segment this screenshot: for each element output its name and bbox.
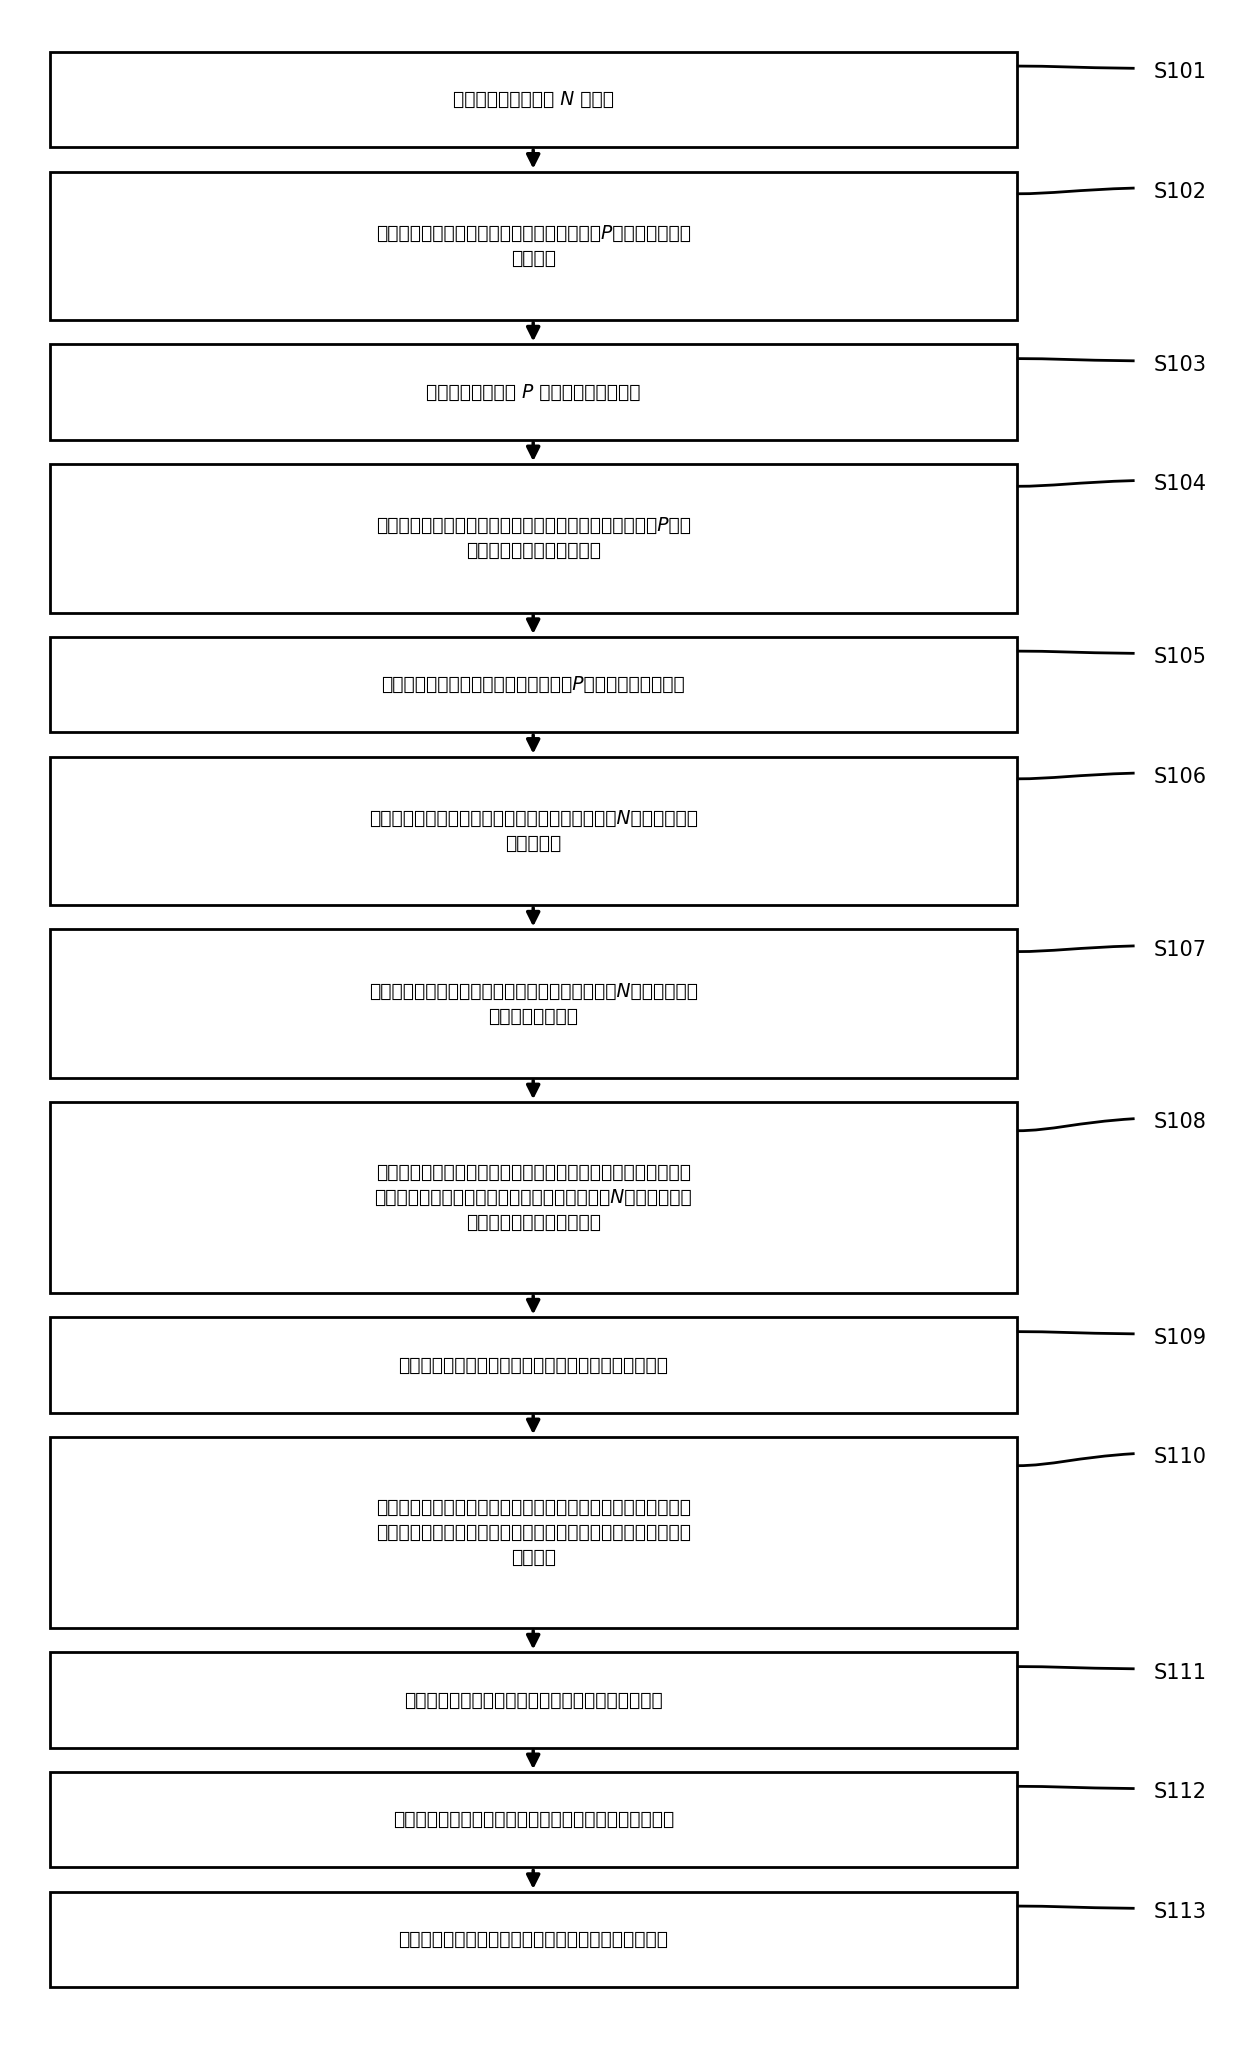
FancyBboxPatch shape bbox=[50, 1437, 1017, 1627]
Text: S108: S108 bbox=[1153, 1112, 1207, 1132]
Text: S109: S109 bbox=[1153, 1327, 1207, 1348]
FancyBboxPatch shape bbox=[50, 929, 1017, 1078]
Text: S102: S102 bbox=[1153, 182, 1207, 203]
FancyBboxPatch shape bbox=[50, 52, 1017, 147]
FancyBboxPatch shape bbox=[50, 464, 1017, 613]
FancyBboxPatch shape bbox=[50, 1892, 1017, 1987]
Text: 在所述硅片的背面绝缘层局部区域印刷第一蚀刻油墨，反应后经
过清洗去除印刷区域的第一透明导电膜层、第二N型非晶硅层、
第三本征非晶硅层、绝缘层: 在所述硅片的背面绝缘层局部区域印刷第一蚀刻油墨，反应后经 过清洗去除印刷区域的第… bbox=[374, 1163, 692, 1232]
Text: S106: S106 bbox=[1153, 766, 1207, 787]
FancyBboxPatch shape bbox=[50, 344, 1017, 439]
FancyBboxPatch shape bbox=[50, 756, 1017, 905]
Text: 在所述硅片的背面依次镀第一本征非晶硅层、P型非晶硅层、一
层绝缘层: 在所述硅片的背面依次镀第一本征非晶硅层、P型非晶硅层、一 层绝缘层 bbox=[376, 224, 691, 267]
FancyBboxPatch shape bbox=[50, 1101, 1017, 1294]
Text: 在所述硅片的背面依次镀第二透明导电膜层、铜种子层: 在所述硅片的背面依次镀第二透明导电膜层、铜种子层 bbox=[398, 1356, 668, 1374]
Text: 在所述硅片的背面栅线图案区域电镀铜，形成铜栅线电极: 在所述硅片的背面栅线图案区域电镀铜，形成铜栅线电极 bbox=[393, 1811, 673, 1830]
FancyBboxPatch shape bbox=[50, 638, 1017, 733]
Text: S113: S113 bbox=[1153, 1902, 1207, 1923]
Text: 在所述硅片的背面 P 区印刷一层保护油墨: 在所述硅片的背面 P 区印刷一层保护油墨 bbox=[427, 383, 640, 402]
Text: 在所述硅片的正面依次镀第二本征非晶硅层、第一N型非晶硅层、
一层增透层: 在所述硅片的正面依次镀第二本征非晶硅层、第一N型非晶硅层、 一层增透层 bbox=[368, 809, 698, 853]
Text: S103: S103 bbox=[1153, 354, 1207, 375]
Text: 提供抛光清洗干净的 N 型硅片: 提供抛光清洗干净的 N 型硅片 bbox=[453, 89, 614, 110]
Text: 经过腐蚀溶液腐蚀，腐蚀去除保护油墨区域外的绝缘层、P型非
晶硅层、第一本征非晶硅层: 经过腐蚀溶液腐蚀，腐蚀去除保护油墨区域外的绝缘层、P型非 晶硅层、第一本征非晶硅… bbox=[376, 515, 691, 561]
FancyBboxPatch shape bbox=[50, 1772, 1017, 1867]
Text: 去除保护油墨，之后经过制绒清洗，在P区外形成金字塔绒面: 去除保护油墨，之后经过制绒清洗，在P区外形成金字塔绒面 bbox=[382, 675, 684, 693]
Text: S104: S104 bbox=[1153, 474, 1207, 495]
Text: S105: S105 bbox=[1153, 648, 1207, 667]
Text: 通过去膜溶液，去除硅片背面的耐电镀油墨及铜种子层: 通过去膜溶液，去除硅片背面的耐电镀油墨及铜种子层 bbox=[398, 1929, 668, 1950]
Text: 在所述硅片的背面印刷一层耐电镀油墨形成栅线图案: 在所述硅片的背面印刷一层耐电镀油墨形成栅线图案 bbox=[404, 1691, 662, 1710]
Text: S111: S111 bbox=[1153, 1662, 1207, 1683]
Text: 在所述硅片的背面依次镀第三本征非晶硅层、第二N型非晶硅层、
第一透明导电膜层: 在所述硅片的背面依次镀第三本征非晶硅层、第二N型非晶硅层、 第一透明导电膜层 bbox=[368, 981, 698, 1025]
Text: S110: S110 bbox=[1153, 1447, 1207, 1468]
Text: S112: S112 bbox=[1153, 1782, 1207, 1803]
Text: S107: S107 bbox=[1153, 940, 1207, 960]
Text: 在所述硅片的背面绝缘层局部区域印刷第二蚀刻油墨，反应后经
过清洗去除印刷区域的铜种子层、第二透明导电膜层、第一透明
导电膜层: 在所述硅片的背面绝缘层局部区域印刷第二蚀刻油墨，反应后经 过清洗去除印刷区域的铜… bbox=[376, 1499, 691, 1567]
Text: S101: S101 bbox=[1153, 62, 1207, 83]
FancyBboxPatch shape bbox=[50, 1652, 1017, 1747]
FancyBboxPatch shape bbox=[50, 172, 1017, 321]
FancyBboxPatch shape bbox=[50, 1317, 1017, 1412]
